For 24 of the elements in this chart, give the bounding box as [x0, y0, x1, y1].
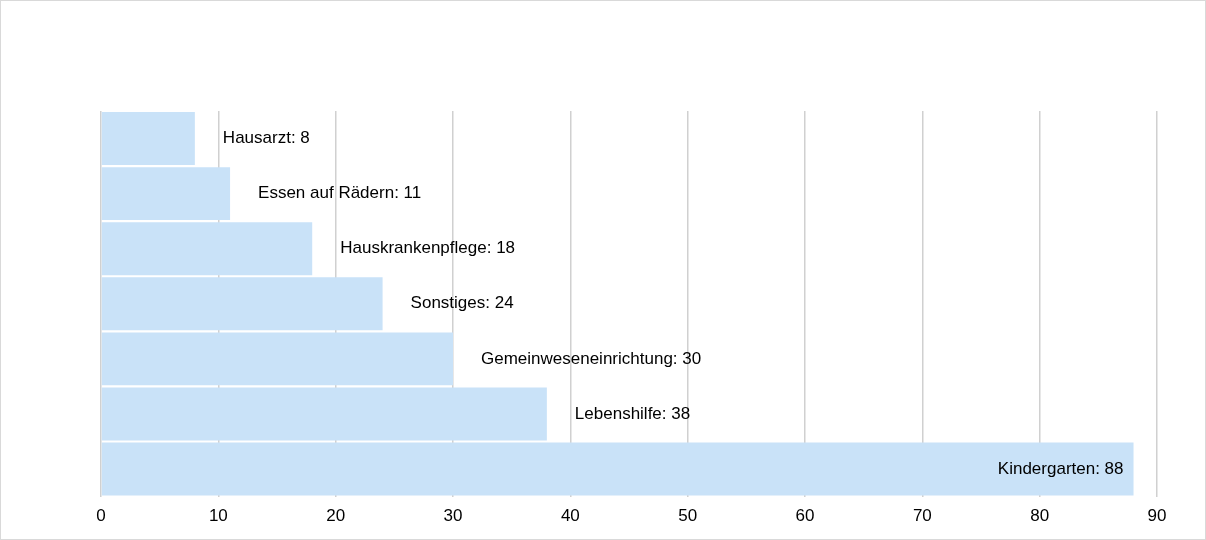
- x-tick-label: 60: [795, 506, 815, 526]
- bar: [101, 442, 1134, 496]
- data-label: Sonstiges: 24: [410, 293, 514, 313]
- x-tick-label: 50: [678, 506, 698, 526]
- x-tick-label: 80: [1030, 506, 1050, 526]
- data-label: Lebenshilfe: 38: [574, 403, 691, 423]
- data-label: Kindergarten: 88: [997, 458, 1124, 478]
- bar: [101, 222, 313, 276]
- bar: [101, 112, 195, 165]
- x-tick-label: 10: [208, 506, 228, 526]
- data-label: Essen auf Rädern: 11: [258, 183, 422, 203]
- x-tick-label: 30: [443, 506, 463, 526]
- data-label: Hausarzt: 8: [222, 128, 310, 148]
- x-tick-label: 0: [96, 506, 106, 526]
- x-tick-label: 20: [326, 506, 346, 526]
- data-label: Hauskrankenpflege: 18: [340, 238, 516, 258]
- data-label: Gemeinweseneinrichtung: 30: [481, 348, 702, 368]
- bar: [101, 277, 383, 331]
- x-tick-label: 40: [560, 506, 580, 526]
- bar: [101, 387, 547, 441]
- bar: [101, 332, 453, 386]
- x-tick-label: 90: [1147, 506, 1167, 526]
- bar: [101, 167, 231, 221]
- x-tick-label: 70: [912, 506, 932, 526]
